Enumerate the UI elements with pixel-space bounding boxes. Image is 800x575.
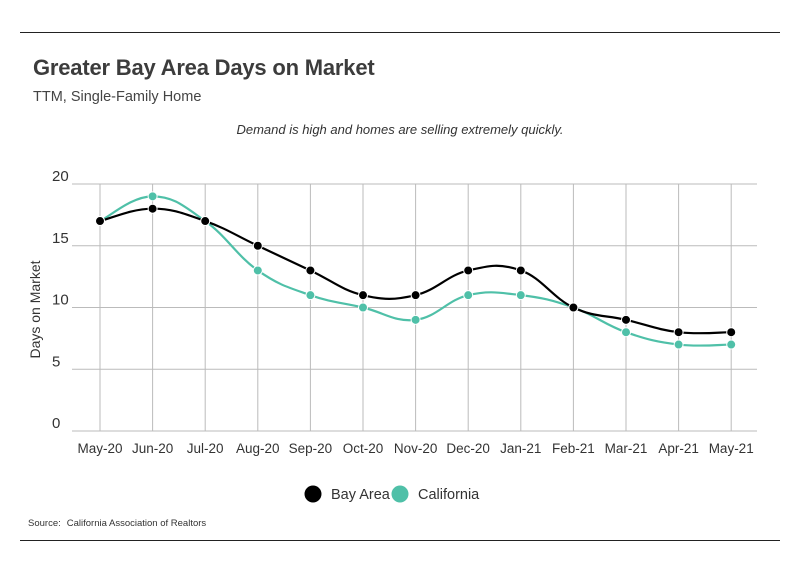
legend-label-bay-area: Bay Area (331, 487, 391, 503)
x-tick-label: Feb-21 (552, 441, 595, 456)
data-point-bay-area (726, 327, 737, 338)
data-point-california (673, 339, 684, 350)
data-point-bay-area (147, 203, 158, 214)
data-point-bay-area (515, 265, 526, 276)
x-tick-label: May-21 (709, 441, 754, 456)
y-tick-label: 5 (52, 353, 60, 370)
y-tick-label: 20 (52, 168, 69, 185)
data-point-california (147, 191, 158, 202)
x-tick-label: Oct-20 (343, 441, 384, 456)
data-point-bay-area (200, 216, 211, 227)
data-point-bay-area (358, 290, 368, 301)
data-point-california (621, 327, 631, 338)
x-tick-label: Nov-20 (394, 441, 438, 456)
y-tick-label: 15 (52, 230, 69, 247)
data-point-california (726, 339, 737, 350)
chart-annotation: Demand is high and homes are selling ext… (236, 122, 564, 137)
y-axis-label: Days on Market (27, 260, 43, 358)
data-point-california (252, 265, 263, 276)
data-point-california (305, 290, 316, 301)
top-rule (20, 32, 780, 33)
data-point-california (358, 302, 368, 313)
legend-label-california: California (418, 487, 480, 503)
y-tick-label: 0 (52, 415, 60, 432)
data-point-bay-area (305, 265, 316, 276)
chart-subtitle: TTM, Single-Family Home (33, 89, 202, 105)
x-tick-label: Jun-20 (132, 441, 173, 456)
x-tick-label: Sep-20 (289, 441, 333, 456)
source-value: California Association of Realtors (66, 518, 207, 529)
data-point-bay-area (463, 265, 474, 276)
source-note: Source: California Association of Realtor… (28, 518, 206, 529)
data-point-bay-area (568, 302, 579, 313)
data-point-bay-area (673, 327, 684, 338)
data-point-california (463, 290, 474, 301)
chart-title: Greater Bay Area Days on Market (33, 55, 375, 80)
data-point-bay-area (95, 216, 105, 227)
x-tick-label: Jul-20 (187, 441, 224, 456)
legend-marker-california (391, 485, 409, 503)
x-tick-label: May-20 (77, 441, 122, 456)
bottom-rule (20, 540, 780, 541)
x-tick-label: Jan-21 (500, 441, 541, 456)
legend-marker-bay-area (304, 485, 322, 503)
source-label: Source: (28, 518, 61, 529)
data-point-california (410, 314, 421, 325)
data-point-california (515, 290, 526, 301)
x-tick-label: Apr-21 (658, 441, 699, 456)
x-tick-label: Aug-20 (236, 441, 280, 456)
data-point-bay-area (410, 290, 421, 301)
x-tick-label: Dec-20 (446, 441, 490, 456)
data-point-bay-area (252, 240, 263, 251)
data-point-bay-area (621, 314, 631, 325)
x-tick-label: Mar-21 (605, 441, 648, 456)
y-tick-label: 10 (52, 292, 69, 309)
